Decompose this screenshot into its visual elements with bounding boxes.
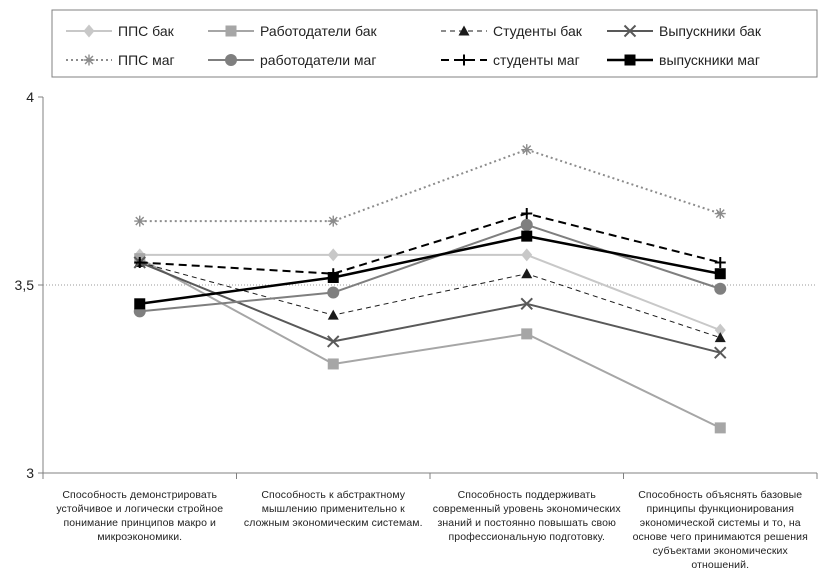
category-label-4: Способность объяснять базовые принципы ф… (632, 489, 808, 571)
legend-item: Студенты бак (441, 23, 583, 39)
data-point (521, 248, 533, 262)
legend-item: Работодатели бак (208, 23, 377, 39)
data-point (134, 256, 146, 268)
data-point (327, 286, 340, 299)
category-label-3: Способность поддерживать современный уро… (432, 489, 621, 543)
legend-item: студенты маг (441, 52, 580, 68)
legend-item: выпускники маг (607, 52, 760, 68)
x-ticks (42, 473, 818, 479)
legend-label: студенты маг (493, 52, 580, 68)
legend-label: выпускники маг (659, 52, 760, 68)
data-point (714, 346, 727, 359)
legend-label: Студенты бак (493, 23, 583, 39)
y-tick-label: 4 (26, 89, 34, 105)
legend-marker (458, 25, 470, 36)
series-group (133, 144, 727, 434)
data-point (714, 282, 727, 295)
data-point (134, 215, 146, 227)
legend-label: ППС маг (118, 52, 175, 68)
data-point (714, 332, 726, 343)
category-label-2: Способность к абстрактному мышлению прим… (243, 489, 423, 529)
legend-label: ППС бак (118, 23, 175, 39)
data-point (134, 298, 146, 310)
data-point (521, 268, 533, 279)
legend-marker (225, 54, 237, 66)
data-point (327, 309, 339, 320)
legend-label: Выпускники бак (659, 23, 762, 39)
legend-item: ППС маг (66, 52, 175, 68)
legend-marker (623, 24, 637, 38)
series-line (139, 261, 721, 339)
data-point (520, 297, 533, 311)
legend-marker (225, 25, 237, 37)
category-label-1: Способность демонстрировать устойчивое и… (56, 489, 224, 543)
data-point (520, 218, 533, 231)
legend-marker (624, 54, 636, 66)
data-point (521, 208, 533, 220)
data-point (327, 271, 339, 283)
series-5 (134, 144, 726, 227)
data-point (521, 328, 533, 340)
series-line (139, 148, 721, 223)
y-tick-label: 3,5 (15, 277, 35, 293)
data-point (327, 215, 339, 227)
series-8 (134, 230, 726, 310)
series-line (139, 257, 721, 429)
legend-box (51, 9, 818, 78)
series-line (139, 223, 721, 313)
series-line (139, 212, 721, 275)
series-1 (134, 248, 726, 337)
legend: ППС бак Работодатели бак Студенты бак Выпус… (66, 23, 762, 68)
series-2 (134, 253, 726, 434)
series-line (139, 234, 721, 306)
legend-marker (83, 54, 95, 66)
data-point (714, 208, 726, 220)
series-line (139, 261, 721, 354)
data-point (714, 256, 726, 268)
series-3 (134, 256, 726, 343)
legend-item: Выпускники бак (607, 23, 762, 39)
data-point (327, 358, 339, 370)
data-point (714, 323, 726, 337)
legend-marker (458, 54, 470, 66)
data-point (714, 268, 726, 280)
legend-marker (83, 24, 95, 38)
y-tick-label: 3 (26, 465, 34, 481)
legend-item: ППС бак (66, 23, 175, 39)
series-line (139, 253, 721, 332)
data-point (714, 422, 726, 434)
legend-item: работодатели маг (208, 52, 376, 68)
y-ticks: 43,53 (15, 89, 43, 481)
data-point (521, 144, 533, 156)
series-4 (133, 256, 727, 359)
data-point (521, 230, 533, 242)
data-point (327, 248, 339, 262)
data-point (327, 335, 340, 348)
legend-label: работодатели маг (260, 52, 376, 68)
legend-label: Работодатели бак (260, 23, 377, 39)
series-7 (134, 208, 726, 280)
